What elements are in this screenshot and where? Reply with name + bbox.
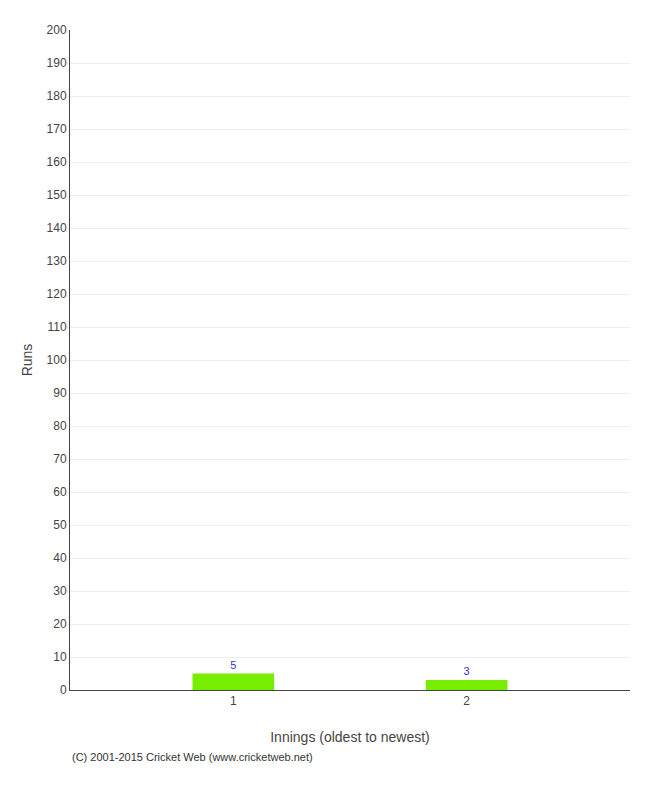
svg-text:30: 30 bbox=[53, 584, 67, 598]
svg-text:90: 90 bbox=[53, 386, 67, 400]
svg-text:Innings (oldest to newest): Innings (oldest to newest) bbox=[270, 729, 430, 745]
svg-text:0: 0 bbox=[60, 683, 67, 697]
svg-text:110: 110 bbox=[47, 320, 66, 334]
svg-text:80: 80 bbox=[53, 419, 67, 433]
svg-text:200: 200 bbox=[47, 23, 67, 37]
svg-text:190: 190 bbox=[47, 56, 67, 70]
svg-text:50: 50 bbox=[53, 518, 67, 532]
svg-text:1: 1 bbox=[230, 694, 237, 708]
svg-text:130: 130 bbox=[47, 254, 67, 268]
svg-text:150: 150 bbox=[47, 188, 67, 202]
svg-text:(C) 2001-2015 Cricket Web (www: (C) 2001-2015 Cricket Web (www.cricketwe… bbox=[72, 751, 313, 763]
svg-text:40: 40 bbox=[53, 551, 67, 565]
svg-text:160: 160 bbox=[47, 155, 67, 169]
svg-text:70: 70 bbox=[53, 452, 67, 466]
svg-text:3: 3 bbox=[464, 665, 470, 677]
svg-text:60: 60 bbox=[53, 485, 67, 499]
svg-text:140: 140 bbox=[47, 221, 67, 235]
svg-text:2: 2 bbox=[463, 694, 470, 708]
svg-text:Runs: Runs bbox=[19, 344, 35, 377]
svg-text:180: 180 bbox=[47, 89, 67, 103]
svg-text:10: 10 bbox=[53, 650, 67, 664]
svg-text:20: 20 bbox=[53, 617, 67, 631]
svg-text:5: 5 bbox=[230, 659, 236, 671]
svg-text:170: 170 bbox=[47, 122, 67, 136]
svg-text:100: 100 bbox=[47, 353, 67, 367]
svg-text:120: 120 bbox=[47, 287, 67, 301]
